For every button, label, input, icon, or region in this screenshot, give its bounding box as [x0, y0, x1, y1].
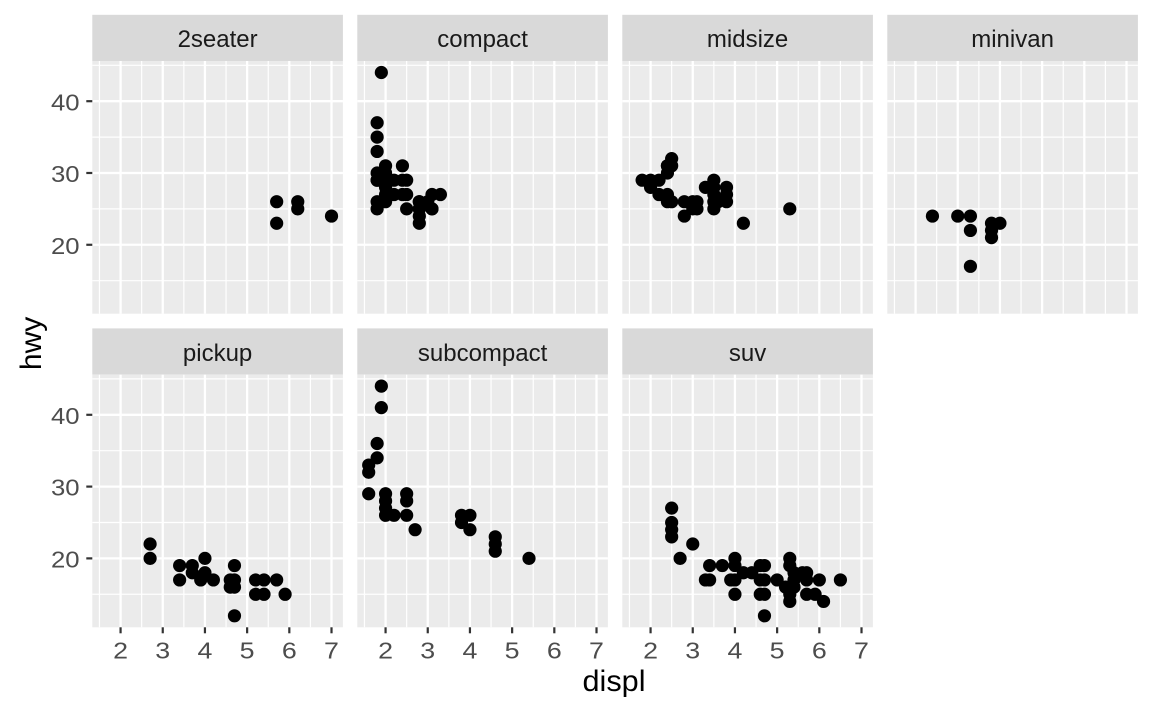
- svg-text:6: 6: [282, 638, 297, 664]
- svg-text:4: 4: [727, 638, 742, 664]
- svg-text:suv: suv: [729, 340, 766, 367]
- svg-text:7: 7: [589, 638, 604, 664]
- svg-text:2seater: 2seater: [178, 26, 258, 53]
- svg-text:midsize: midsize: [707, 26, 788, 53]
- svg-text:40: 40: [51, 89, 80, 115]
- svg-text:4: 4: [197, 638, 212, 664]
- svg-text:5: 5: [505, 638, 520, 664]
- svg-text:6: 6: [812, 638, 827, 664]
- svg-text:20: 20: [51, 233, 80, 259]
- svg-text:30: 30: [51, 161, 80, 187]
- svg-text:5: 5: [240, 638, 255, 664]
- svg-text:20: 20: [51, 546, 80, 572]
- svg-text:7: 7: [324, 638, 339, 664]
- svg-text:2: 2: [113, 638, 128, 664]
- svg-text:2: 2: [378, 638, 393, 664]
- svg-text:4: 4: [462, 638, 477, 664]
- svg-text:6: 6: [547, 638, 562, 664]
- svg-text:2: 2: [643, 638, 658, 664]
- svg-text:3: 3: [685, 638, 700, 664]
- svg-text:subcompact: subcompact: [418, 340, 548, 367]
- svg-text:minivan: minivan: [971, 26, 1054, 53]
- svg-text:40: 40: [51, 403, 80, 429]
- svg-text:3: 3: [420, 638, 435, 664]
- svg-text:displ: displ: [583, 665, 646, 698]
- svg-text:5: 5: [770, 638, 785, 664]
- svg-text:hwy: hwy: [15, 317, 48, 370]
- svg-text:pickup: pickup: [183, 340, 252, 367]
- svg-text:7: 7: [854, 638, 869, 664]
- svg-text:30: 30: [51, 475, 80, 501]
- svg-text:3: 3: [155, 638, 170, 664]
- svg-text:compact: compact: [437, 26, 528, 53]
